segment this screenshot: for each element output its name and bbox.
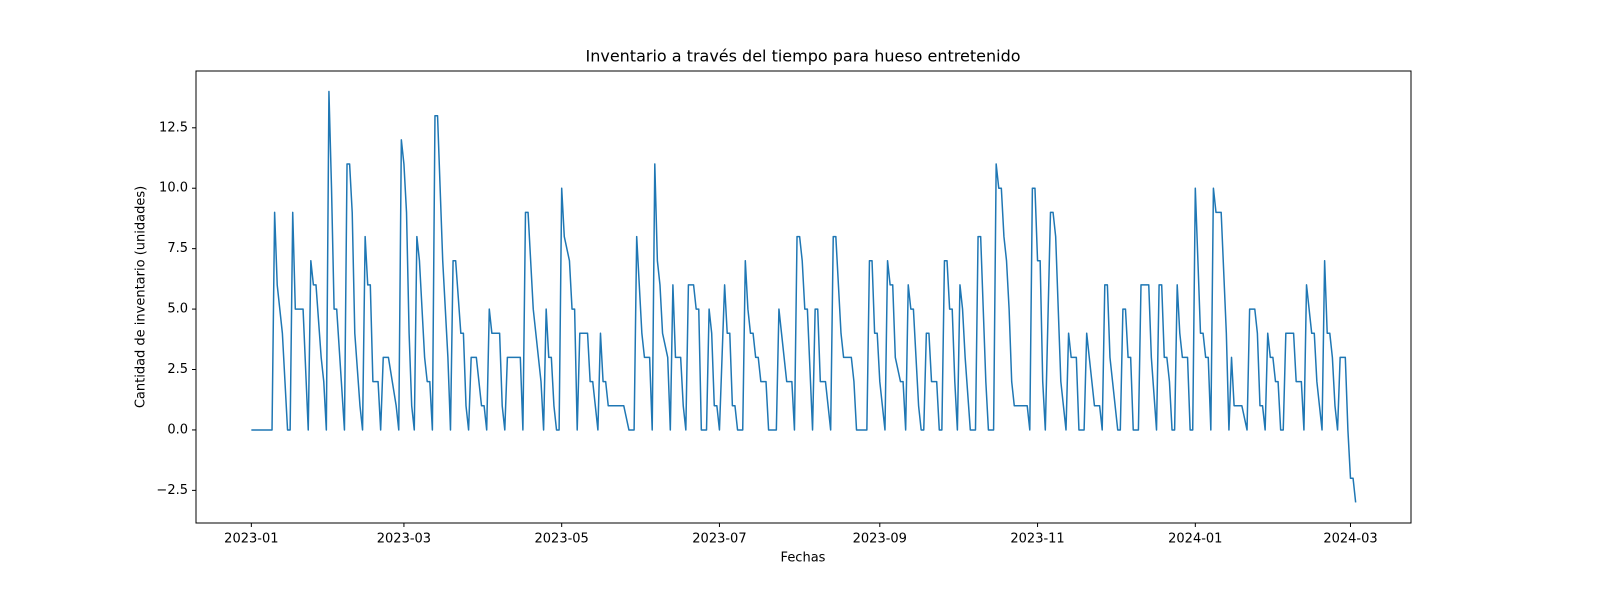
- y-tick-label: 7.5: [167, 241, 188, 256]
- y-tick-label: 2.5: [167, 362, 188, 377]
- x-tick-label: 2023-03: [377, 532, 431, 547]
- y-tick-label: 12.5: [159, 120, 188, 135]
- plot-frame: [195, 70, 1412, 524]
- x-tick-label: 2023-11: [1010, 532, 1064, 547]
- x-tick-label: 2023-01: [224, 532, 278, 547]
- x-tick-label: 2023-09: [853, 532, 907, 547]
- y-tick-label: 5.0: [167, 302, 188, 317]
- y-tick-label: 0.0: [167, 422, 188, 437]
- chart-title: Inventario a través del tiempo para hues…: [585, 47, 1020, 66]
- x-tick-label: 2024-01: [1168, 532, 1222, 547]
- x-tick-label: 2023-07: [692, 532, 746, 547]
- x-tick-label: 2024-03: [1323, 532, 1377, 547]
- y-tick-label: −2.5: [156, 483, 188, 498]
- y-axis-label: Cantidad de inventario (unidades): [134, 186, 149, 408]
- x-tick-label: 2023-05: [535, 532, 589, 547]
- data-line: [251, 90, 1357, 503]
- y-tick-label: 10.0: [159, 181, 188, 196]
- x-axis-label: Fechas: [781, 551, 826, 566]
